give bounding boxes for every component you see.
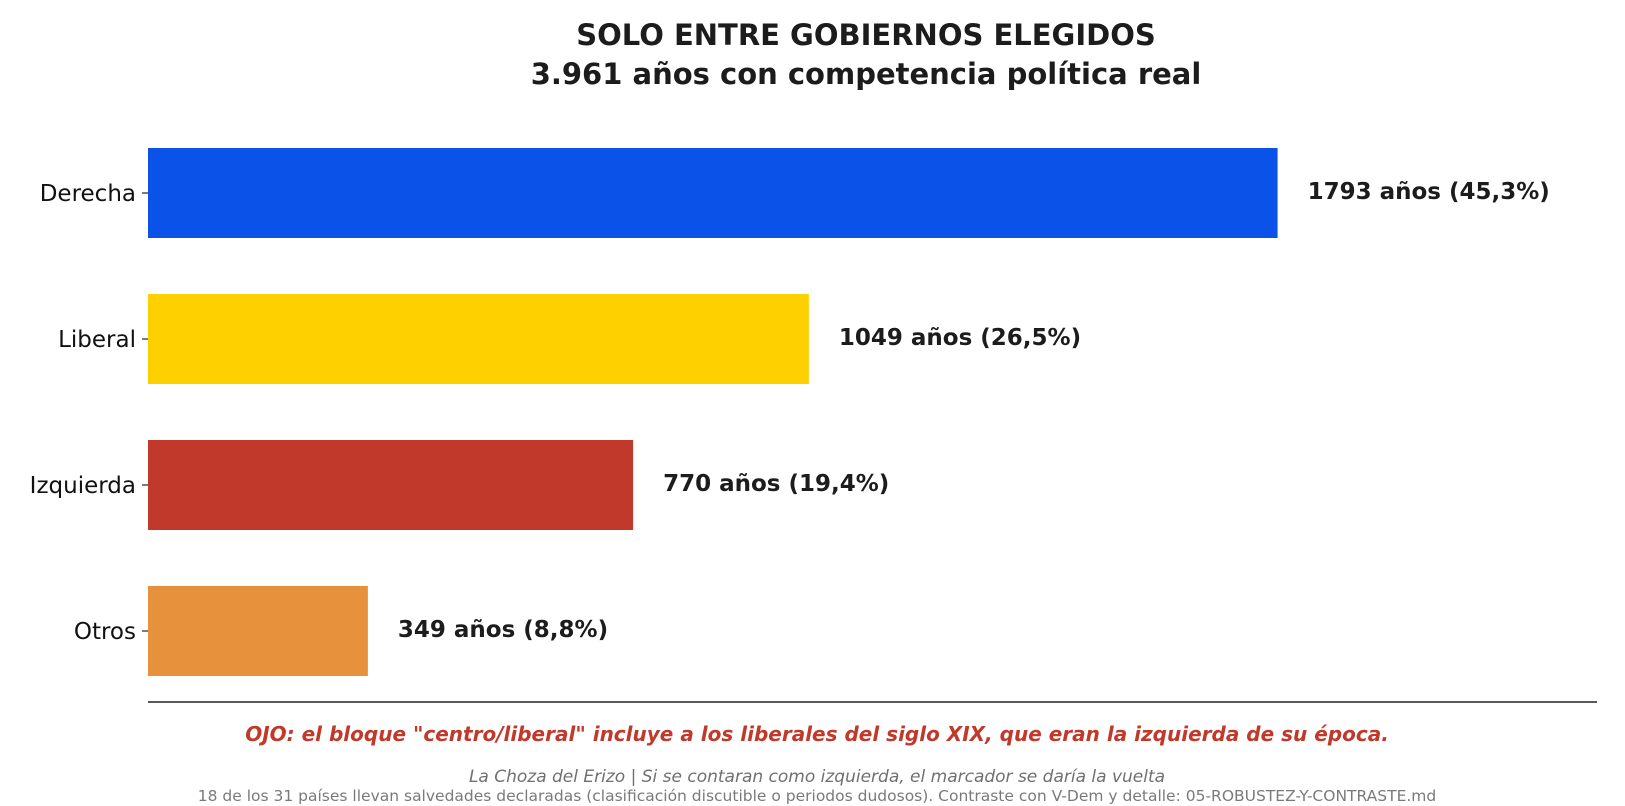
warning-note: OJO: el bloque "centro/liberal" incluye … [245, 722, 1389, 746]
bar-izquierda [148, 440, 634, 530]
credit-text: La Choza del Erizo | Si se contaran como… [469, 767, 1165, 787]
value-label-derecha: 1793 años (45,3%) [1308, 179, 1550, 205]
value-label-izquierda: 770 años (19,4%) [663, 471, 889, 497]
y-axis-labels: Derecha Liberal Izquierda Otros [30, 181, 136, 645]
y-label-otros: Otros [74, 619, 136, 645]
y-label-izquierda: Izquierda [30, 473, 136, 499]
y-label-derecha: Derecha [40, 181, 136, 207]
y-axis-ticks [142, 192, 148, 632]
bar-derecha [148, 148, 1278, 238]
bar-liberal [148, 294, 809, 384]
value-label-liberal: 1049 años (26,5%) [839, 325, 1081, 351]
chart-title: SOLO ENTRE GOBIERNOS ELEGIDOS [576, 18, 1156, 52]
value-label-otros: 349 años (8,8%) [398, 617, 608, 643]
value-labels: 1793 años (45,3%) 1049 años (26,5%) 770 añ… [398, 179, 1550, 643]
footnote-text: 18 de los 31 países llevan salvedades de… [198, 787, 1436, 805]
y-label-liberal: Liberal [58, 327, 136, 353]
chart-subtitle: 3.961 años con competencia política real [531, 57, 1202, 91]
bar-otros [148, 586, 368, 676]
bars-group [148, 148, 1278, 676]
